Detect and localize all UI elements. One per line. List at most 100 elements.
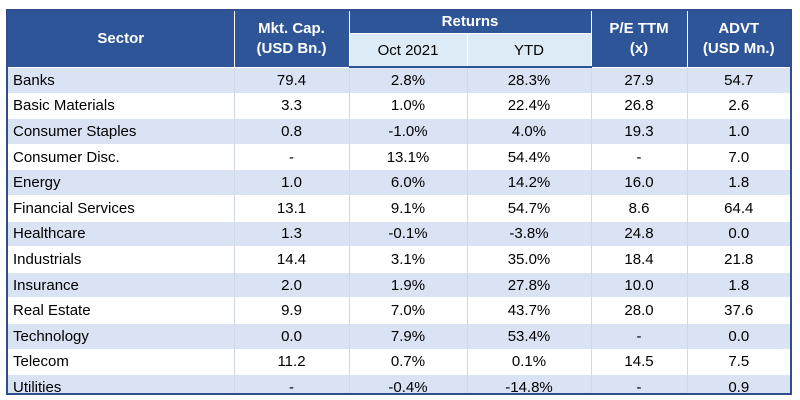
cell-pe: - (591, 374, 688, 393)
cell-mkt-cap: 13.1 (234, 194, 350, 222)
cell-pe: 28.0 (591, 297, 688, 324)
cell-mkt-cap: - (234, 143, 350, 170)
cell-oct: 3.1% (349, 246, 468, 273)
cell-pe: 27.9 (591, 66, 688, 94)
cell-ytd: 0.1% (467, 348, 592, 375)
cell-mkt-cap: 0.8 (234, 118, 350, 145)
table-row: Consumer Disc. - 13.1% 54.4% - 7.0 (8, 143, 790, 170)
cell-advt: 1.0 (687, 118, 790, 145)
cell-advt: 64.4 (687, 194, 790, 222)
cell-oct: 7.0% (349, 297, 468, 324)
table-row: Financial Services 13.1 9.1% 54.7% 8.6 6… (8, 194, 790, 222)
header-ytd: YTD (466, 33, 592, 68)
cell-advt: 21.8 (687, 246, 790, 273)
cell-advt: 0.9 (687, 374, 790, 393)
cell-sector: Healthcare (8, 220, 235, 247)
cell-oct: 7.9% (349, 322, 468, 350)
cell-mkt-cap: 9.9 (234, 297, 350, 324)
cell-advt: 2.6 (687, 92, 790, 119)
cell-pe: 14.5 (591, 348, 688, 375)
cell-sector: Industrials (8, 246, 235, 273)
header-advt-line2: (USD Mn.) (702, 39, 775, 57)
cell-mkt-cap: 79.4 (234, 66, 350, 94)
cell-advt: 37.6 (687, 297, 790, 324)
cell-pe: 8.6 (591, 194, 688, 222)
table-header: Sector Mkt. Cap. (USD Bn.) Returns P/E T… (8, 11, 790, 68)
cell-oct: -1.0% (349, 118, 468, 145)
cell-sector: Technology (8, 322, 235, 350)
cell-ytd: 22.4% (467, 92, 592, 119)
header-oct-label: Oct 2021 (377, 41, 439, 59)
cell-pe: 18.4 (591, 246, 688, 273)
sector-table-frame: Sector Mkt. Cap. (USD Bn.) Returns P/E T… (6, 9, 792, 395)
cell-ytd: 54.7% (467, 194, 592, 222)
sector-table: Sector Mkt. Cap. (USD Bn.) Returns P/E T… (8, 11, 790, 393)
cell-mkt-cap: 2.0 (234, 271, 350, 298)
cell-advt: 7.5 (687, 348, 790, 375)
header-pe-line2: (x) (629, 39, 649, 57)
cell-ytd: 43.7% (467, 297, 592, 324)
cell-sector: Real Estate (8, 297, 235, 324)
cell-mkt-cap: 1.3 (234, 220, 350, 247)
cell-oct: 1.0% (349, 92, 468, 119)
table-row: Basic Materials 3.3 1.0% 22.4% 26.8 2.6 (8, 92, 790, 119)
cell-oct: 9.1% (349, 194, 468, 222)
cell-pe: 26.8 (591, 92, 688, 119)
header-advt-line1: ADVT (718, 19, 760, 37)
cell-mkt-cap: - (234, 374, 350, 393)
cell-ytd: 53.4% (467, 322, 592, 350)
table-row: Energy 1.0 6.0% 14.2% 16.0 1.8 (8, 169, 790, 196)
table-row: Banks 79.4 2.8% 28.3% 27.9 54.7 (8, 66, 790, 94)
cell-sector: Consumer Disc. (8, 143, 235, 170)
cell-sector: Basic Materials (8, 92, 235, 119)
cell-sector: Insurance (8, 271, 235, 298)
cell-oct: 0.7% (349, 348, 468, 375)
cell-mkt-cap: 14.4 (234, 246, 350, 273)
cell-sector: Utilities (8, 374, 235, 393)
cell-sector: Financial Services (8, 194, 235, 222)
cell-ytd: -3.8% (467, 220, 592, 247)
table-row: Real Estate 9.9 7.0% 43.7% 28.0 37.6 (8, 297, 790, 324)
table-row: Healthcare 1.3 -0.1% -3.8% 24.8 0.0 (8, 220, 790, 247)
table-row: Industrials 14.4 3.1% 35.0% 18.4 21.8 (8, 246, 790, 273)
header-pe-line1: P/E TTM (609, 19, 669, 37)
cell-mkt-cap: 1.0 (234, 169, 350, 196)
cell-ytd: 27.8% (467, 271, 592, 298)
table-row: Technology 0.0 7.9% 53.4% - 0.0 (8, 322, 790, 350)
cell-ytd: 28.3% (467, 66, 592, 94)
header-advt: ADVT (USD Mn.) (687, 11, 790, 67)
cell-sector: Consumer Staples (8, 118, 235, 145)
header-mkt-cap-line2: (USD Bn.) (256, 39, 327, 57)
cell-advt: 0.0 (687, 220, 790, 247)
table-row: Insurance 2.0 1.9% 27.8% 10.0 1.8 (8, 271, 790, 298)
cell-ytd: 14.2% (467, 169, 592, 196)
cell-mkt-cap: 0.0 (234, 322, 350, 350)
cell-ytd: -14.8% (467, 374, 592, 393)
cell-mkt-cap: 3.3 (234, 92, 350, 119)
cell-oct: 1.9% (349, 271, 468, 298)
header-ytd-label: YTD (514, 41, 544, 59)
header-pe: P/E TTM (x) (591, 11, 688, 67)
cell-sector: Banks (8, 66, 235, 94)
header-returns-label: Returns (441, 13, 499, 30)
cell-advt: 1.8 (687, 271, 790, 298)
cell-oct: -0.1% (349, 220, 468, 247)
table-row: Consumer Staples 0.8 -1.0% 4.0% 19.3 1.0 (8, 118, 790, 145)
table-row: Telecom 11.2 0.7% 0.1% 14.5 7.5 (8, 348, 790, 375)
cell-pe: 19.3 (591, 118, 688, 145)
cell-pe: - (591, 322, 688, 350)
cell-advt: 1.8 (687, 169, 790, 196)
cell-sector: Telecom (8, 348, 235, 375)
cell-advt: 54.7 (687, 66, 790, 94)
cell-pe: 16.0 (591, 169, 688, 196)
cell-ytd: 35.0% (467, 246, 592, 273)
header-oct: Oct 2021 (348, 33, 468, 68)
cell-ytd: 54.4% (467, 143, 592, 170)
cell-oct: 6.0% (349, 169, 468, 196)
table-row: Utilities - -0.4% -14.8% - 0.9 (8, 374, 790, 393)
table-body: Banks 79.4 2.8% 28.3% 27.9 54.7 Basic Ma… (8, 66, 790, 393)
header-sector-label: Sector (97, 29, 145, 47)
header-sector: Sector (8, 11, 235, 67)
cell-pe: 24.8 (591, 220, 688, 247)
cell-mkt-cap: 11.2 (234, 348, 350, 375)
